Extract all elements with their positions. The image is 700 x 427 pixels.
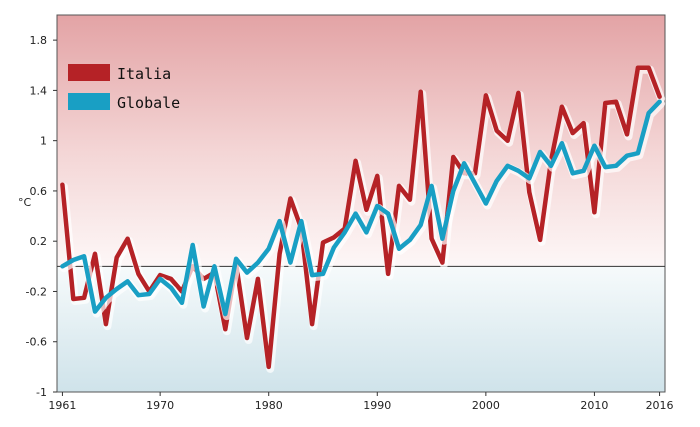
y-tick-label: 0.2 (30, 235, 48, 248)
plot-frame (56, 14, 666, 393)
y-tick-label: 1 (40, 135, 47, 148)
x-axis: 1961 1970 1980 1990 2000 2010 2016 (48, 392, 674, 412)
x-tick-label: 1990 (363, 399, 391, 412)
y-tick-label: 1.4 (30, 84, 48, 97)
series-layer (59, 65, 666, 373)
x-tick-label: 1961 (48, 399, 76, 412)
y-tick-label: 0.6 (30, 185, 48, 198)
y-axis: 1.8 1.4 1 0.6 0.2 -0.2 -0.6 -1 (26, 34, 57, 399)
y-tick-label: -1 (36, 386, 47, 399)
y-tick-label: 1.8 (30, 34, 48, 47)
legend-swatch-globale (68, 93, 110, 110)
y-tick-label: -0.6 (26, 336, 47, 349)
legend-swatch-italia (68, 64, 110, 81)
x-tick-label: 2010 (580, 399, 608, 412)
series-line-globale (60, 99, 662, 317)
legend-label-globale: Globale (117, 94, 180, 112)
y-tick-label: -0.2 (26, 285, 47, 298)
x-tick-label: 2016 (646, 399, 674, 412)
series-line-italia (60, 65, 662, 370)
x-tick-label: 2000 (472, 399, 500, 412)
x-tick-label: 1980 (255, 399, 283, 412)
y-axis-title: °C (18, 196, 32, 209)
x-tick-label: 1970 (146, 399, 174, 412)
legend-label-italia: Italia (117, 65, 171, 83)
legend: Italia Globale (68, 64, 180, 112)
